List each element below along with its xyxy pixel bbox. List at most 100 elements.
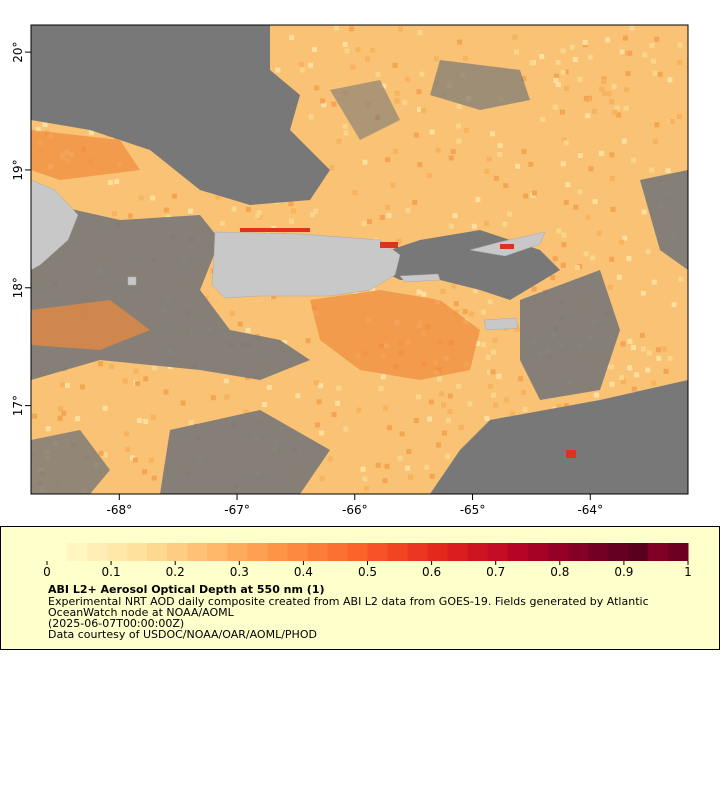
aod-cell xyxy=(88,130,94,136)
aod-cell xyxy=(622,235,628,241)
aod-cell xyxy=(521,149,527,155)
colorbar-swatch xyxy=(567,543,589,561)
aod-cell xyxy=(616,112,622,118)
colorbar-tick-label: 0.5 xyxy=(358,565,377,579)
aod-cell xyxy=(114,179,120,185)
aod-cell xyxy=(231,206,237,212)
colorbar-swatch xyxy=(587,543,609,561)
x-tick-label: -67° xyxy=(224,503,250,517)
colorbar-swatch xyxy=(607,543,629,561)
legend-line: Experimental NRT AOD daily composite cre… xyxy=(48,595,649,608)
aod-cell xyxy=(491,392,497,398)
aod-cell xyxy=(313,208,319,214)
aod-cell xyxy=(427,416,433,422)
aod-cell xyxy=(631,157,637,163)
aod-cell xyxy=(451,283,457,289)
aod-cell xyxy=(487,299,493,305)
aod-cell xyxy=(35,127,41,133)
x-tick-label: -65° xyxy=(460,503,486,517)
colorbar-swatch xyxy=(407,543,429,561)
aod-cell xyxy=(314,85,320,91)
aod-cell xyxy=(107,180,113,186)
aod-cell xyxy=(289,35,295,41)
aod-cell xyxy=(405,207,411,213)
aod-cell xyxy=(405,76,411,82)
colorbar-swatch xyxy=(87,543,108,561)
aod-cell xyxy=(343,426,349,432)
aod-cell xyxy=(561,232,567,238)
aod-cell xyxy=(394,90,400,96)
aod-cell xyxy=(219,220,225,226)
aod-cell xyxy=(130,455,136,461)
aod-cell xyxy=(651,380,657,386)
colorbar-swatch xyxy=(347,543,368,561)
aod-cell xyxy=(640,346,646,352)
aod-cell xyxy=(98,450,104,456)
colorbar-tick-label: 0.2 xyxy=(166,565,185,579)
aod-cell xyxy=(678,276,684,282)
aod-cell xyxy=(619,49,625,55)
aod-cell xyxy=(602,90,608,96)
aod-cell xyxy=(364,56,370,62)
aod-cell xyxy=(243,409,249,415)
aod-cell xyxy=(308,114,314,120)
aod-cell xyxy=(528,161,534,167)
aod-cell xyxy=(237,321,243,327)
aod-cell xyxy=(215,194,221,200)
aod-cell xyxy=(606,91,612,97)
aod-cell xyxy=(350,64,356,70)
aod-cell xyxy=(492,337,498,343)
aod-cell xyxy=(32,413,38,419)
aod-cell xyxy=(416,394,422,400)
aod-cell xyxy=(428,399,434,405)
aod-cell xyxy=(307,62,313,68)
aod-cell xyxy=(124,446,130,452)
aod-cell xyxy=(550,275,556,281)
aod-cell xyxy=(362,476,368,482)
aod-cell xyxy=(65,382,71,388)
aod-cell xyxy=(605,37,611,43)
aod-cell xyxy=(484,220,490,226)
aod-cell xyxy=(468,311,474,317)
colorbar-tick-label: 0.6 xyxy=(422,565,441,579)
aod-cell xyxy=(560,69,566,75)
aod-cell xyxy=(649,167,655,173)
aod-cell xyxy=(127,213,133,219)
aod-cell xyxy=(440,288,446,294)
legend-line: (2025-06-07T00:00:00Z) xyxy=(48,617,184,630)
aod-cell xyxy=(305,338,311,344)
aod-cell xyxy=(313,380,319,386)
aod-cell xyxy=(384,463,390,469)
aod-cell xyxy=(282,340,288,346)
aod-cell xyxy=(436,376,442,382)
aod-cell xyxy=(491,349,497,355)
aod-cell xyxy=(316,399,322,405)
aod-cell xyxy=(583,251,589,257)
aod-cell xyxy=(486,156,492,162)
aod-cell xyxy=(598,150,604,156)
aod-cell xyxy=(627,365,633,371)
aod-cell xyxy=(627,50,633,56)
legend-line: OceanWatch node at NOAA/AOML xyxy=(48,606,235,619)
aod-cell xyxy=(42,121,48,127)
colorbar-swatch xyxy=(147,543,168,561)
aod-cell xyxy=(363,485,369,491)
aod-cell xyxy=(210,395,216,401)
aod-cell xyxy=(480,309,486,315)
aod-cell xyxy=(503,183,509,189)
aod-cell xyxy=(456,138,462,144)
colorbar-swatch xyxy=(387,543,409,561)
y-tick-label: 17° xyxy=(11,395,25,416)
aod-cell xyxy=(392,62,398,68)
aod-cell xyxy=(486,369,492,375)
aod-cell xyxy=(417,162,423,168)
aod-cell xyxy=(631,386,637,392)
aod-cell xyxy=(563,69,569,75)
aod-cell xyxy=(665,168,671,174)
aod-cell xyxy=(413,132,419,138)
aod-cell xyxy=(142,469,148,475)
aod-cell xyxy=(256,210,262,216)
aod-cell xyxy=(375,462,381,468)
aod-cell xyxy=(136,418,142,424)
aod-cell xyxy=(429,473,435,479)
